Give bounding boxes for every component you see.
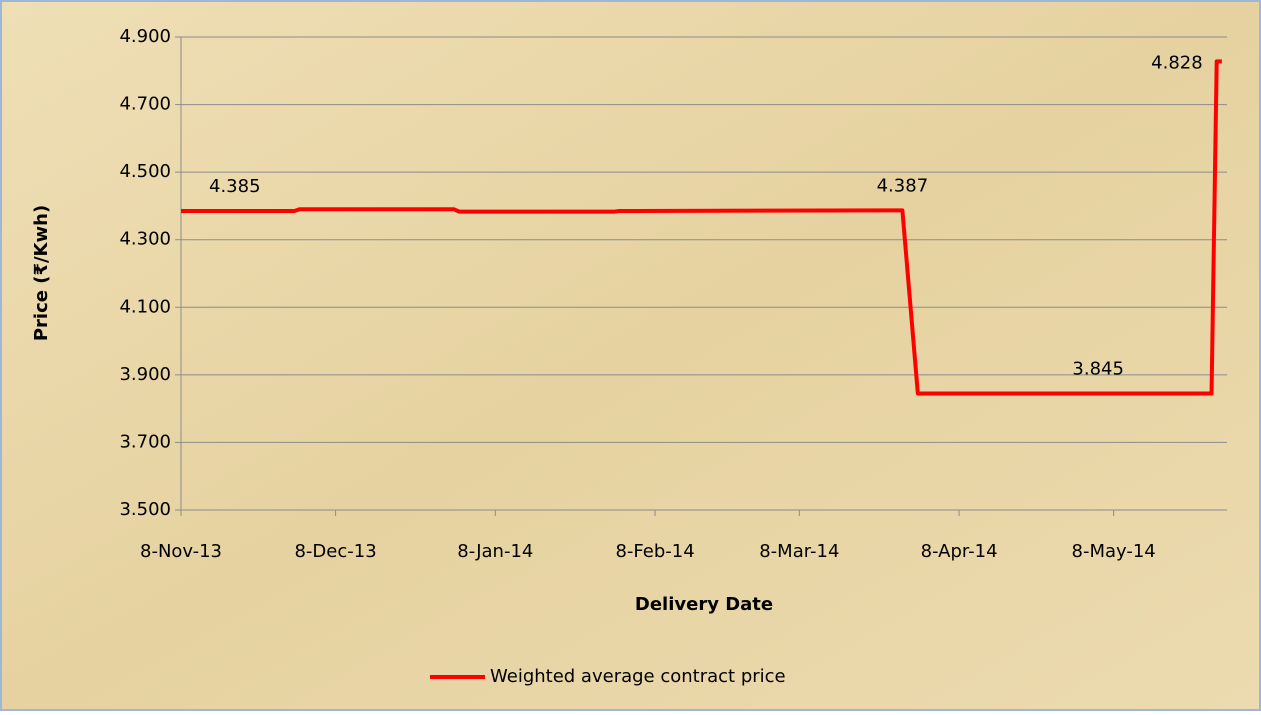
y-tick-label: 4.300	[119, 229, 171, 250]
x-tick-label: 8-Nov-13	[140, 541, 222, 562]
data-label: 4.385	[209, 176, 261, 197]
x-tick-label: 8-Feb-14	[615, 541, 694, 562]
y-tick-label: 4.900	[119, 26, 171, 47]
y-axis-title: Price (₹/Kwh)	[31, 205, 52, 341]
data-line	[181, 59, 1222, 396]
data-label: 3.845	[1072, 358, 1124, 379]
x-tick-label: 8-Jan-14	[457, 541, 533, 562]
x-tick-label: 8-Mar-14	[759, 541, 839, 562]
x-tick-label: 8-May-14	[1072, 541, 1156, 562]
y-tick-label: 4.500	[119, 161, 171, 182]
x-axis-title: Delivery Date	[635, 594, 773, 615]
y-tick-label: 4.700	[119, 94, 171, 115]
y-tick-label: 3.500	[119, 499, 171, 520]
x-tick-label: 8-Apr-14	[921, 541, 998, 562]
x-tick-label: 8-Dec-13	[294, 541, 376, 562]
y-tick-label: 4.100	[119, 296, 171, 317]
y-tick-label: 3.700	[119, 431, 171, 452]
data-label: 4.387	[877, 175, 929, 196]
legend-label: Weighted average contract price	[490, 666, 786, 687]
y-tick-label: 3.900	[119, 364, 171, 385]
data-label: 4.828	[1151, 52, 1203, 73]
